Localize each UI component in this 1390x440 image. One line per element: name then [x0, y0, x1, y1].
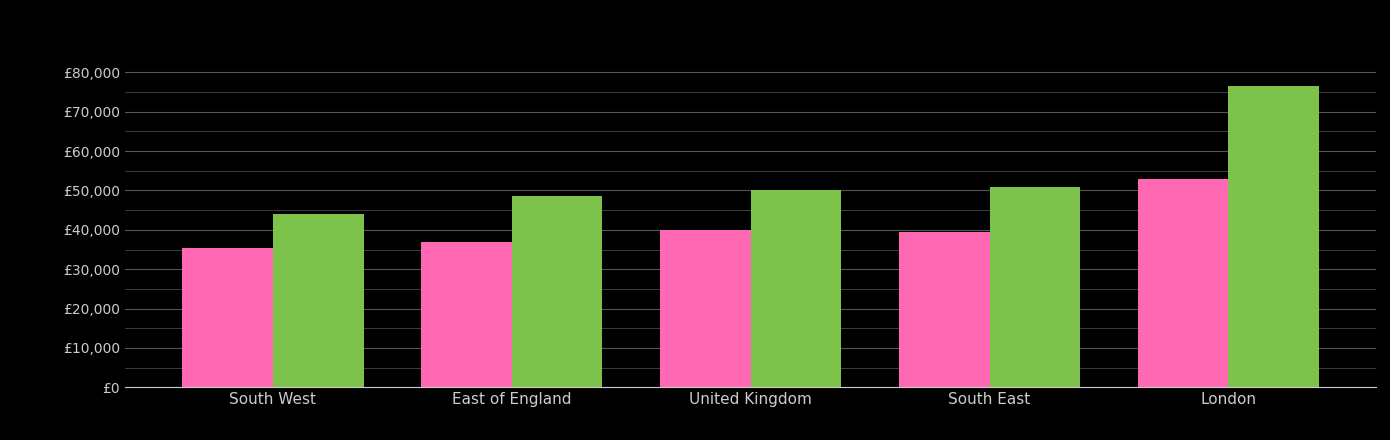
- Bar: [512, 196, 602, 387]
- Bar: [751, 191, 841, 387]
- Bar: [182, 248, 272, 387]
- Bar: [421, 242, 512, 387]
- Bar: [660, 230, 751, 387]
- Bar: [1229, 86, 1319, 387]
- Bar: [899, 232, 990, 387]
- Bar: [272, 214, 364, 387]
- Bar: [1137, 179, 1229, 387]
- Bar: [990, 187, 1080, 387]
